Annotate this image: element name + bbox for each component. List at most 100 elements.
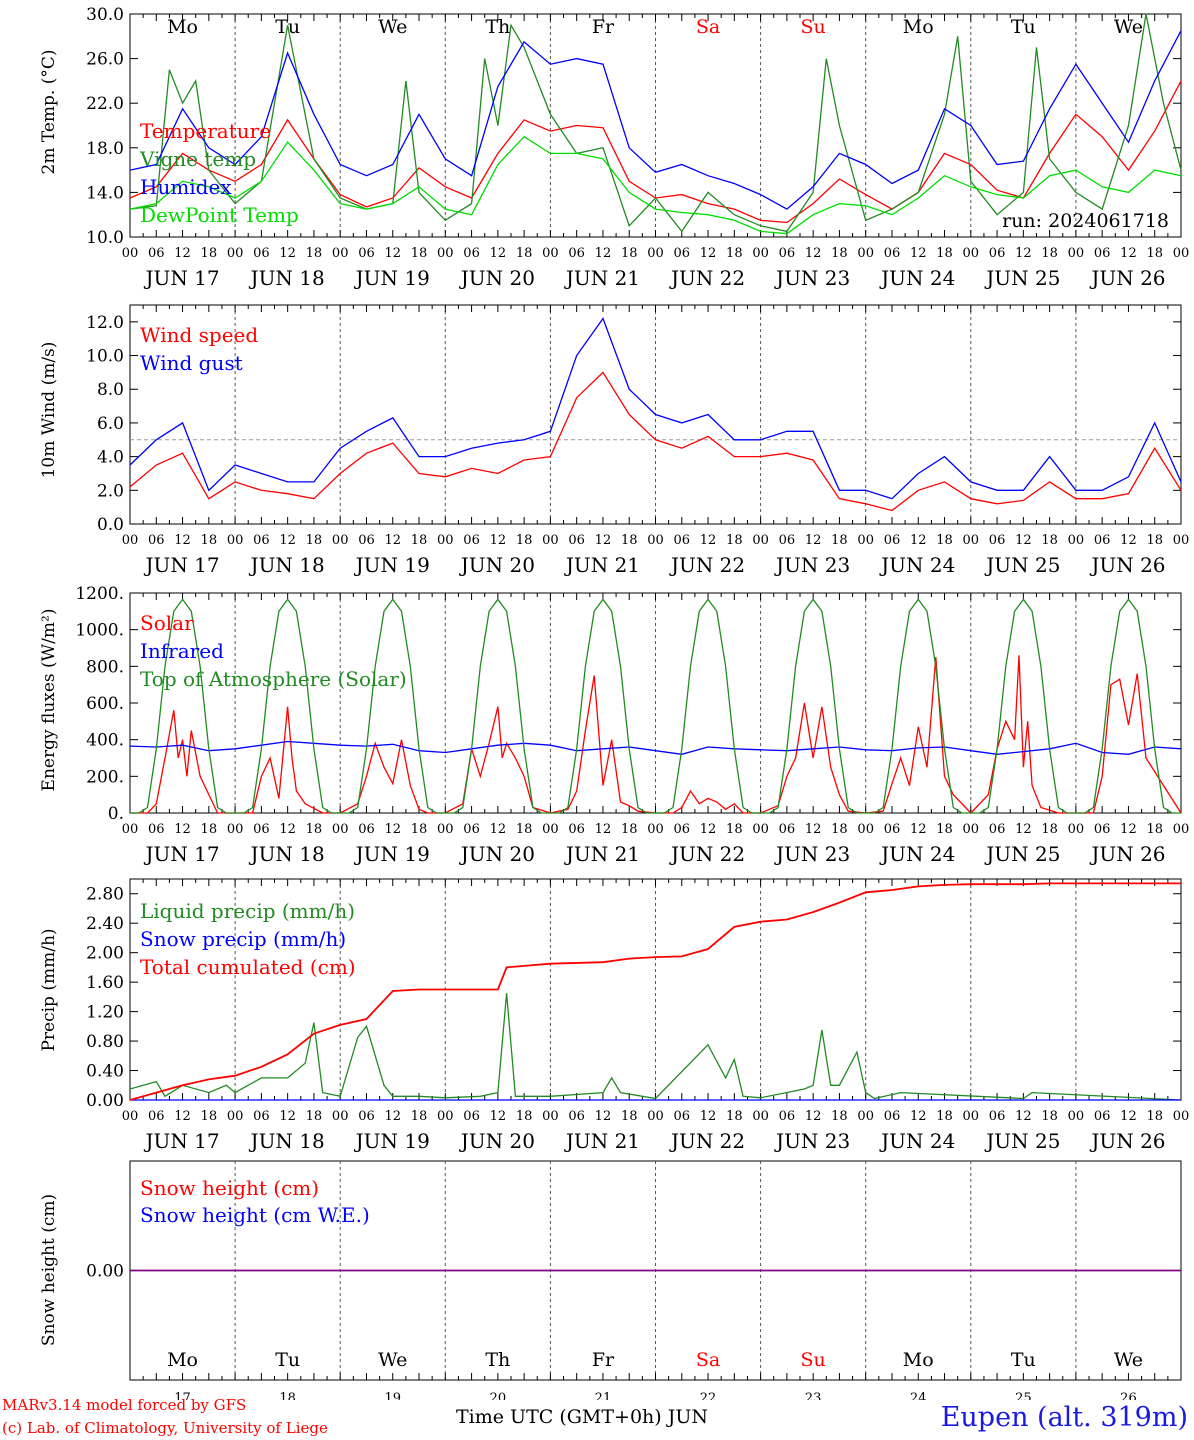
legend-entry: Top of Atmosphere (Solar) — [140, 667, 407, 691]
x-tick-label: 06 — [884, 246, 901, 261]
x-tick-label: 00 — [857, 822, 874, 837]
x-tick-label: 06 — [779, 1109, 796, 1124]
x-tick-label: 00 — [332, 822, 349, 837]
x-day-label: JUN 24 — [879, 842, 955, 866]
x-tick-label: 00 — [647, 822, 664, 837]
x-tick-label: 12 — [1120, 533, 1137, 548]
y-tick-label: 200. — [86, 767, 124, 787]
x-tick-label: 12 — [805, 1109, 822, 1124]
x-tick-label: 06 — [779, 533, 796, 548]
day-number-label: 24 — [910, 1391, 927, 1400]
x-tick-label: 18 — [1041, 822, 1058, 837]
x-tick-label: 12 — [805, 822, 822, 837]
x-tick-label: 18 — [831, 822, 848, 837]
x-tick-label: 06 — [779, 822, 796, 837]
x-tick-label: 00 — [1173, 533, 1190, 548]
x-tick-label: 12 — [910, 1109, 927, 1124]
x-tick-label: 00 — [332, 246, 349, 261]
x-tick-label: 06 — [463, 533, 480, 548]
day-of-week-label: Th — [485, 16, 510, 38]
x-day-label: JUN 21 — [564, 266, 640, 290]
legend-entry: Snow height (cm) — [140, 1176, 319, 1200]
x-tick-label: 18 — [516, 822, 533, 837]
x-tick-label: 06 — [674, 533, 691, 548]
x-tick-label: 12 — [805, 246, 822, 261]
x-tick-label: 12 — [279, 533, 296, 548]
y-tick-label: 4.0 — [97, 448, 124, 468]
x-tick-label: 00 — [227, 1109, 244, 1124]
x-tick-label: 00 — [1068, 822, 1085, 837]
series-line-liquid-precip-mm-h- — [129, 993, 1182, 1101]
x-tick-label: 18 — [411, 822, 428, 837]
y-tick-label: 1.60 — [86, 973, 124, 993]
x-day-label: JUN 26 — [1089, 842, 1165, 866]
x-tick-label: 12 — [174, 246, 191, 261]
x-day-label: JUN 20 — [459, 553, 535, 577]
x-tick-label: 18 — [201, 533, 218, 548]
y-tick-label: 2.0 — [97, 481, 124, 501]
x-tick-label: 00 — [752, 246, 769, 261]
x-day-label: JUN 20 — [459, 266, 535, 290]
x-tick-label: 00 — [227, 246, 244, 261]
y-axis-label: 2m Temp. (°C) — [39, 49, 59, 174]
x-tick-label: 06 — [989, 533, 1006, 548]
x-tick-label: 12 — [595, 1109, 612, 1124]
x-tick-label: 06 — [674, 246, 691, 261]
x-tick-label: 18 — [831, 533, 848, 548]
x-tick-label: 00 — [542, 822, 559, 837]
x-tick-label: 06 — [674, 822, 691, 837]
y-tick-label: 800. — [86, 657, 124, 677]
day-number-label: 19 — [384, 1391, 401, 1400]
y-axis-label: 10m Wind (m/s) — [39, 342, 59, 479]
x-tick-label: 18 — [621, 822, 638, 837]
day-of-week-label: Mo — [167, 16, 198, 38]
x-tick-label: 00 — [122, 822, 139, 837]
x-tick-label: 12 — [700, 822, 717, 837]
x-tick-label: 18 — [936, 1109, 953, 1124]
x-tick-label: 00 — [542, 533, 559, 548]
x-tick-label: 06 — [358, 1109, 375, 1124]
x-tick-label: 00 — [1173, 1109, 1190, 1124]
x-tick-label: 12 — [700, 246, 717, 261]
y-tick-label: 2.00 — [86, 944, 124, 964]
x-tick-label: 18 — [306, 246, 323, 261]
day-of-week-label: Sa — [696, 16, 720, 38]
day-number-label: 21 — [595, 1391, 612, 1400]
x-tick-label: 18 — [1041, 533, 1058, 548]
x-day-label: JUN 24 — [879, 1129, 955, 1153]
x-tick-label: 18 — [621, 246, 638, 261]
series-line-total-cumulated-cm- — [129, 882, 1181, 1101]
x-tick-label: 00 — [122, 246, 139, 261]
day-of-week-label: Tu — [1011, 16, 1036, 38]
series-line-wind-gust — [129, 317, 1182, 500]
x-tick-label: 06 — [989, 822, 1006, 837]
x-day-label: JUN 19 — [354, 266, 430, 290]
x-tick-label: 12 — [490, 1109, 507, 1124]
y-axis-label: Snow height (cm) — [39, 1194, 59, 1346]
x-tick-label: 06 — [463, 246, 480, 261]
x-tick-label: 06 — [463, 822, 480, 837]
x-tick-label: 12 — [384, 533, 401, 548]
x-tick-label: 00 — [1173, 246, 1190, 261]
x-tick-label: 00 — [963, 533, 980, 548]
x-tick-label: 18 — [516, 1109, 533, 1124]
x-tick-label: 18 — [516, 533, 533, 548]
y-tick-label: 6.0 — [97, 414, 124, 434]
x-day-label: JUN 26 — [1089, 1129, 1165, 1153]
x-day-label: JUN 22 — [669, 842, 745, 866]
x-tick-label: 12 — [700, 533, 717, 548]
x-tick-label: 06 — [1094, 822, 1111, 837]
x-tick-label: 00 — [963, 822, 980, 837]
y-axis-label: Energy fluxes (W/m²) — [39, 609, 59, 792]
x-tick-label: 18 — [411, 246, 428, 261]
x-tick-label: 00 — [437, 533, 454, 548]
x-tick-label: 18 — [1041, 246, 1058, 261]
day-of-week-label: Su — [801, 16, 826, 38]
x-tick-label: 06 — [358, 822, 375, 837]
x-tick-label: 12 — [910, 246, 927, 261]
day-number-label: 25 — [1015, 1391, 1032, 1400]
legend-entry: Solar — [140, 611, 194, 635]
x-day-label: JUN 19 — [354, 553, 430, 577]
x-tick-label: 06 — [358, 533, 375, 548]
day-number-label: 26 — [1120, 1391, 1137, 1400]
